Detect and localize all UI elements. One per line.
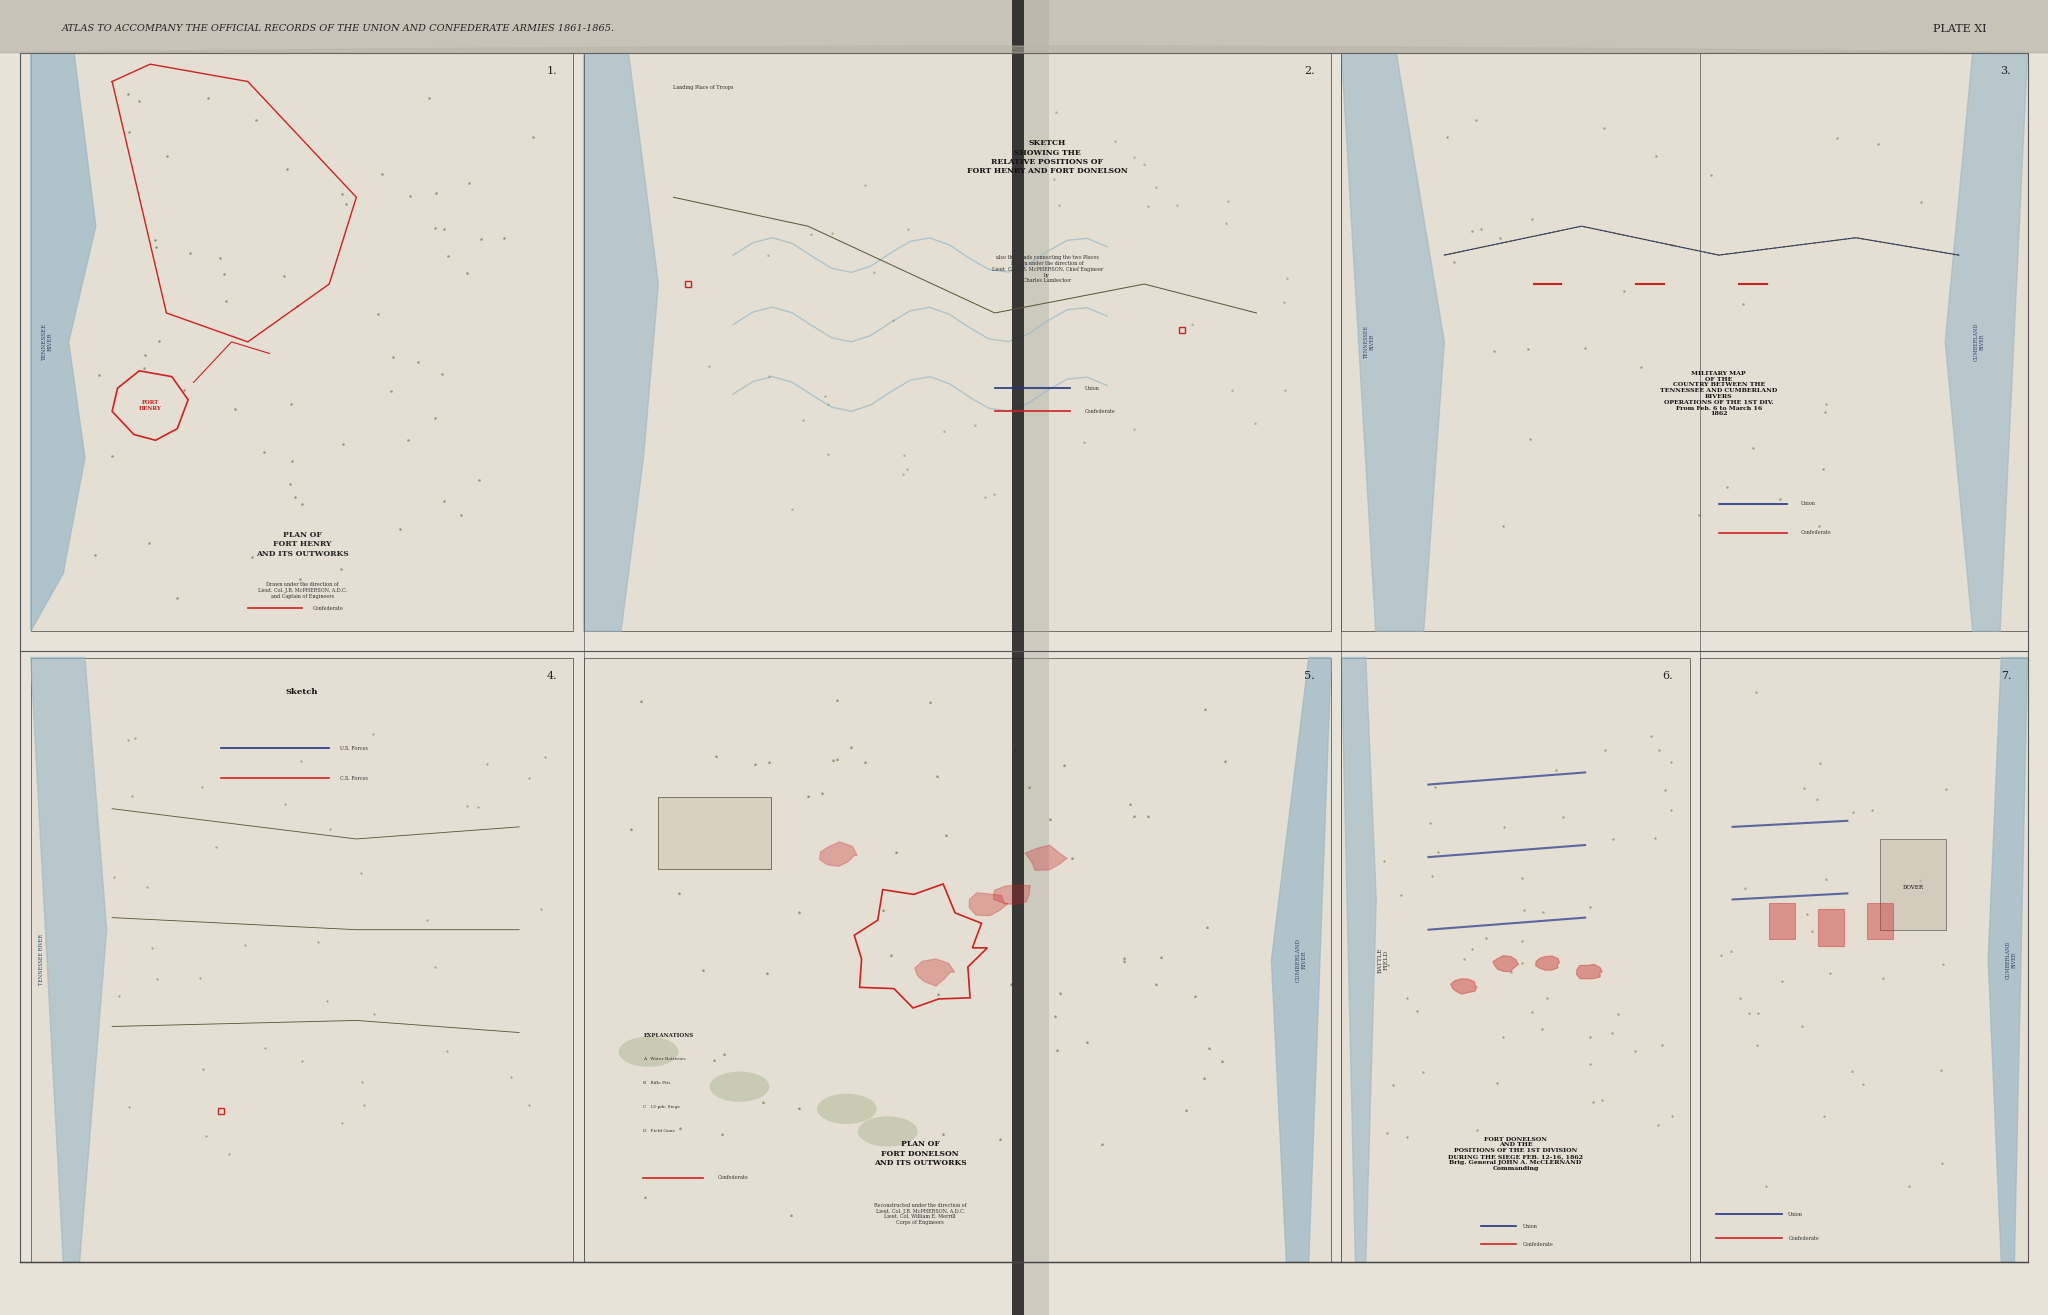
Ellipse shape: [817, 1094, 877, 1124]
Bar: [1769, 902, 1794, 939]
Bar: [584, 53, 1331, 631]
Text: PLAN OF
FORT DONELSON
AND ITS OUTWORKS: PLAN OF FORT DONELSON AND ITS OUTWORKS: [874, 1140, 967, 1166]
Text: 3.: 3.: [2001, 66, 2011, 76]
Text: Union: Union: [1085, 385, 1100, 391]
Polygon shape: [1989, 658, 2028, 1262]
Text: Confederate: Confederate: [1085, 409, 1116, 414]
Text: Confederate: Confederate: [1522, 1241, 1552, 1247]
Polygon shape: [915, 959, 954, 986]
Polygon shape: [31, 658, 106, 1262]
Text: CUMBERLAND
RIVER: CUMBERLAND RIVER: [2005, 940, 2017, 980]
Polygon shape: [1450, 978, 1477, 994]
Polygon shape: [1946, 53, 2028, 631]
Text: B   Rifle Pits: B Rifle Pits: [643, 1081, 672, 1085]
Polygon shape: [31, 53, 96, 631]
Text: Sketch: Sketch: [287, 688, 317, 696]
Bar: [1341, 53, 2028, 631]
Polygon shape: [584, 53, 659, 631]
Ellipse shape: [618, 1036, 678, 1066]
Polygon shape: [1536, 956, 1561, 970]
Text: EXPLANATIONS: EXPLANATIONS: [643, 1032, 694, 1038]
Text: C   12-pdr. Siege: C 12-pdr. Siege: [643, 1105, 680, 1109]
Bar: [31, 658, 573, 1262]
Polygon shape: [1493, 956, 1520, 972]
Polygon shape: [1272, 658, 1331, 1262]
Text: FORT
HENRY: FORT HENRY: [139, 400, 162, 412]
Bar: [31, 53, 573, 631]
Polygon shape: [1341, 53, 1444, 631]
Bar: [1868, 903, 1892, 939]
Bar: [1819, 910, 1843, 945]
Polygon shape: [1577, 964, 1602, 978]
Text: Reconstructed under the direction of
Lieut. Col. J.B. McPHERSON, A.D.C.
Lieut. C: Reconstructed under the direction of Lie…: [874, 1203, 967, 1226]
Text: Confederate: Confederate: [719, 1176, 750, 1181]
Text: Union: Union: [1522, 1223, 1538, 1228]
Bar: [1700, 658, 2028, 1262]
Text: Confederate: Confederate: [313, 605, 344, 610]
Text: A   Water Batteries: A Water Batteries: [643, 1057, 686, 1061]
Polygon shape: [993, 885, 1030, 905]
Text: 2.: 2.: [1305, 66, 1315, 76]
Text: Drawn under the direction of
Lieut. Col. J.B. McPHERSON, A.D.C.
and Captain of E: Drawn under the direction of Lieut. Col.…: [258, 583, 346, 600]
Polygon shape: [969, 893, 1008, 915]
Ellipse shape: [858, 1116, 918, 1147]
Text: PLAN OF
FORT HENRY
AND ITS OUTWORKS: PLAN OF FORT HENRY AND ITS OUTWORKS: [256, 531, 348, 558]
Text: 5.: 5.: [1305, 671, 1315, 681]
Text: 1.: 1.: [547, 66, 557, 76]
Text: also the Roads connecting the two Places
Drawn under the direction of
Lieut. Col: also the Roads connecting the two Places…: [991, 255, 1102, 283]
Polygon shape: [819, 842, 858, 867]
Bar: [0, 0, 2048, 53]
Text: Confederate: Confederate: [1800, 530, 1831, 535]
Bar: [584, 658, 1331, 1262]
Text: Confederate: Confederate: [1788, 1236, 1819, 1241]
Text: C.S. Forces: C.S. Forces: [340, 776, 369, 781]
Text: TENNESSEE
RIVER: TENNESSEE RIVER: [41, 323, 53, 360]
Text: U.S. Forces: U.S. Forces: [340, 746, 369, 751]
Ellipse shape: [711, 1072, 770, 1102]
Text: CUMBERLAND
RIVER: CUMBERLAND RIVER: [1974, 322, 1985, 362]
Text: FORT DONELSON
AND THE
POSITIONS OF THE 1ST DIVISION
DURING THE SIEGE FEB. 12-16,: FORT DONELSON AND THE POSITIONS OF THE 1…: [1448, 1136, 1583, 1170]
Text: Union: Union: [1788, 1211, 1802, 1216]
Text: 4.: 4.: [547, 671, 557, 681]
Text: PLATE XI: PLATE XI: [1933, 24, 1987, 34]
Text: Union: Union: [1800, 501, 1817, 506]
Bar: [1012, 0, 1024, 1315]
Bar: [1880, 839, 1946, 930]
Text: Landing Place of Troops: Landing Place of Troops: [674, 84, 733, 89]
Bar: [659, 797, 770, 869]
Text: CUMBERLAND
RIVER: CUMBERLAND RIVER: [1296, 938, 1307, 982]
Text: BATTLE
FIELD: BATTLE FIELD: [1378, 947, 1389, 973]
Text: D   Field Guns: D Field Guns: [643, 1130, 676, 1134]
Text: DOVER: DOVER: [1903, 885, 1923, 890]
Text: TENNESSEE
RIVER: TENNESSEE RIVER: [1364, 325, 1374, 359]
Text: MILITARY MAP
OF THE
COUNTRY BETWEEN THE
TENNESSEE AND CUMBERLAND
RIVERS
OPERATIO: MILITARY MAP OF THE COUNTRY BETWEEN THE …: [1661, 371, 1778, 417]
Text: TENNESSEE RIVER: TENNESSEE RIVER: [39, 935, 45, 985]
Text: SKETCH
SHOWING THE
RELATIVE POSITIONS OF
FORT HENRY AND FORT DONELSON: SKETCH SHOWING THE RELATIVE POSITIONS OF…: [967, 139, 1128, 175]
Bar: [1341, 658, 1690, 1262]
Polygon shape: [1026, 846, 1067, 871]
Bar: [1024, 0, 1049, 1315]
Text: ATLAS TO ACCOMPANY THE OFFICIAL RECORDS OF THE UNION AND CONFEDERATE ARMIES 1861: ATLAS TO ACCOMPANY THE OFFICIAL RECORDS …: [61, 25, 614, 33]
Text: 7.: 7.: [2001, 671, 2011, 681]
Polygon shape: [1341, 658, 1376, 1262]
Text: 6.: 6.: [1663, 671, 1673, 681]
